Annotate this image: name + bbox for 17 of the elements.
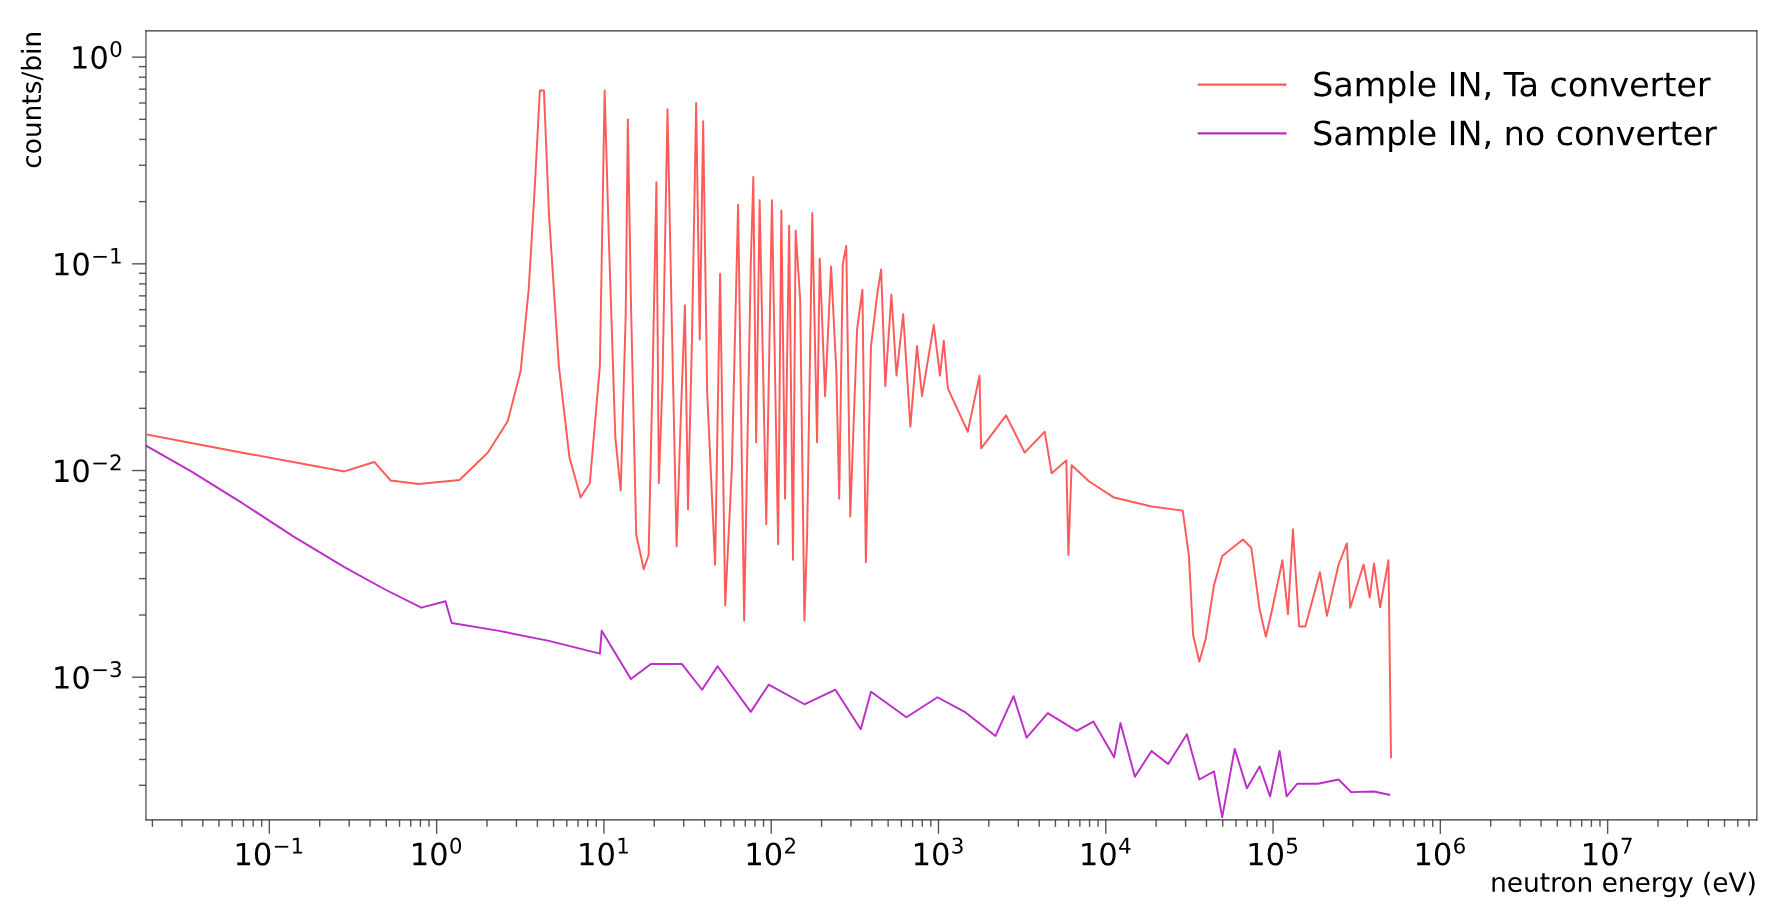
y-axis-title: counts/bin [20, 33, 44, 168]
x-tick-label: 10$^{1}$ [580, 837, 628, 866]
x-tick-label: 10$^{4}$ [1082, 837, 1131, 866]
x-tick-label: 10$^{−1}$ [236, 837, 303, 866]
x-tick-label: 10$^{7}$ [1584, 837, 1632, 866]
x-tick-label: 10$^{3}$ [914, 837, 963, 866]
x-tick-label: 10$^{2}$ [747, 837, 795, 866]
x-tick-label: 10$^{0}$ [413, 837, 462, 866]
legend-label: Sample IN, no converter [1314, 119, 1717, 153]
y-tick-label: 10$^{−1}$ [55, 247, 121, 276]
x-axis-title: neutron energy (eV) [1492, 871, 1755, 898]
x-tick-label: 10$^{5}$ [1249, 837, 1298, 866]
y-tick-label: 10$^{−3}$ [55, 661, 121, 690]
legend-label: Sample IN, Ta converter [1314, 70, 1711, 104]
y-tick-label: 10$^{−2}$ [55, 454, 121, 483]
x-tick-label: 10$^{6}$ [1416, 837, 1465, 866]
y-tick-label: 10$^{0}$ [73, 40, 122, 69]
